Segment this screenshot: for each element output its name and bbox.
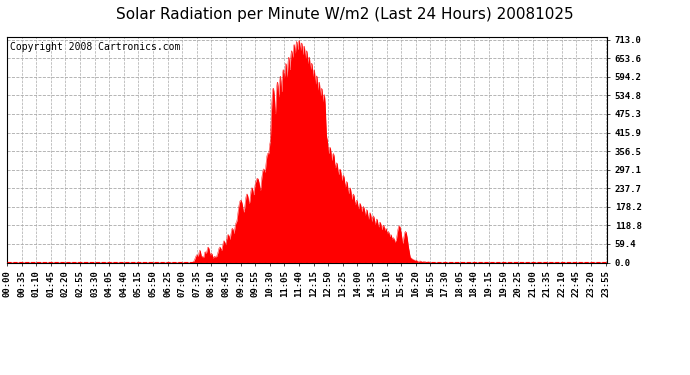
Text: Solar Radiation per Minute W/m2 (Last 24 Hours) 20081025: Solar Radiation per Minute W/m2 (Last 24… (116, 8, 574, 22)
Text: Copyright 2008 Cartronics.com: Copyright 2008 Cartronics.com (10, 42, 180, 52)
